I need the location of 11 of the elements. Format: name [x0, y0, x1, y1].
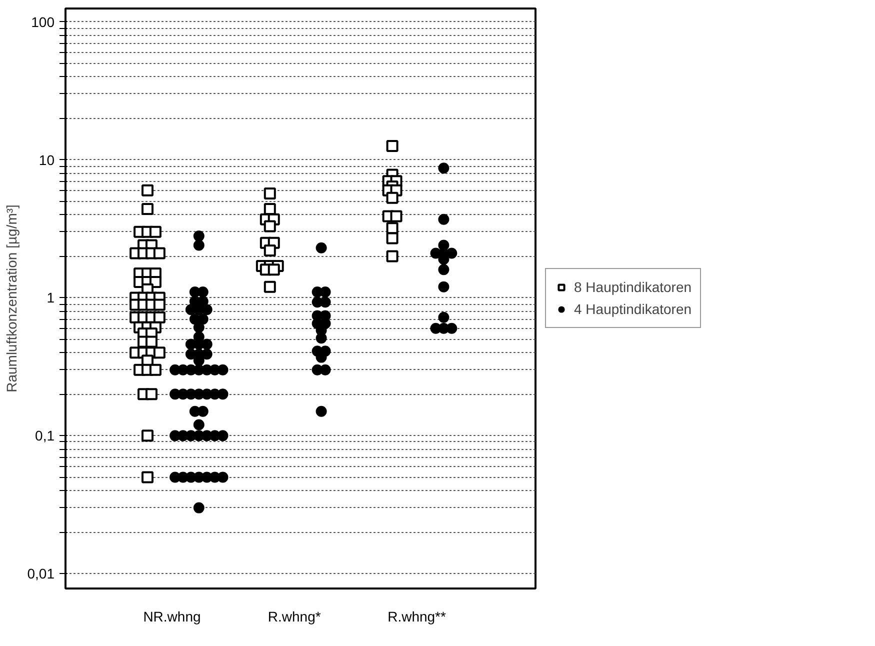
y-tick-label: 0,1	[35, 428, 55, 444]
y-axis-title: Raumluftkonzentration [µg/m³]	[3, 204, 20, 392]
x-tick-label: R.whng*	[268, 608, 322, 624]
y-tick-label: 10	[38, 152, 55, 168]
x-tick-label: R.whng**	[388, 608, 447, 624]
x-tick-label: NR.whng	[143, 608, 201, 624]
legend-label: 4 Hauptindikatoren	[574, 301, 692, 317]
y-tick-label: 100	[31, 14, 55, 30]
y-tick-label: 0,01	[27, 566, 55, 582]
legend-label: 8 Hauptindikatoren	[574, 279, 692, 295]
y-tick-label: 1	[46, 290, 55, 306]
